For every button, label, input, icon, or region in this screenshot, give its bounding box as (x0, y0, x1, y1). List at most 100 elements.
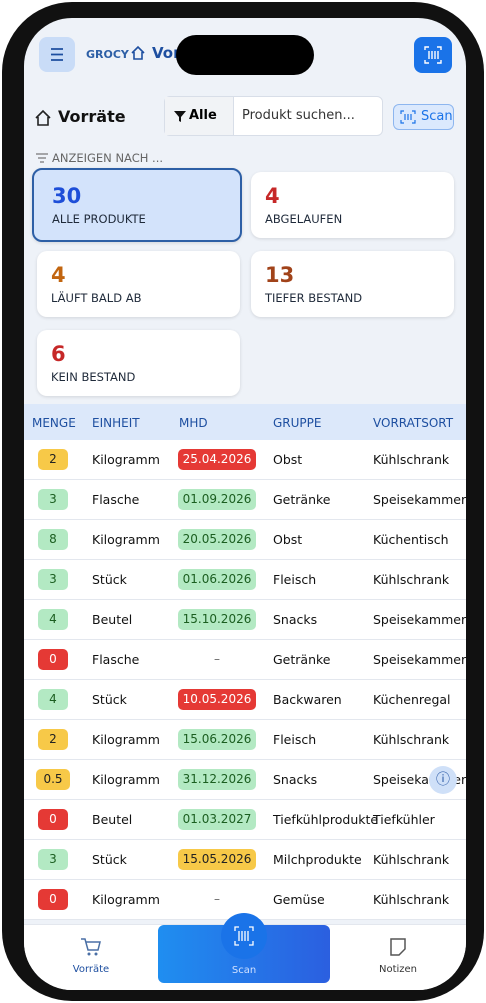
table-row: 3 Flasche 01.09.2026 Getränke Speisekammer (24, 480, 466, 520)
amount-badge: 2 (38, 449, 68, 470)
status-tile[interactable]: 13 TIEFER BESTAND (251, 251, 454, 317)
best-before: 10.05.2026 (178, 689, 256, 710)
table-row: 8 Kilogramm 20.05.2026 Obst Küchentisch (24, 520, 466, 560)
column-header: GRUPPE (273, 416, 322, 430)
table-row: 3 Stück 01.06.2026 Fleisch Kühlschrank (24, 560, 466, 600)
status-tile[interactable]: 6 KEIN BESTAND (37, 330, 240, 396)
unit: Flasche (92, 492, 140, 507)
unit: Kilogramm (92, 532, 160, 547)
unit: Kilogramm (92, 452, 160, 467)
best-before: 01.03.2027 (178, 809, 256, 830)
menu-icon (51, 48, 63, 61)
location: Speisekammer (373, 652, 466, 667)
search-input[interactable]: Produkt suchen... (242, 108, 355, 123)
group: Tiefkühlprodukte (273, 812, 379, 827)
unit: Kilogramm (92, 892, 160, 907)
location: Kühlschrank (373, 572, 450, 587)
tile-label: KEIN BESTAND (51, 370, 136, 384)
tile-label: ABGELAUFEN (265, 212, 343, 226)
barcode-icon (234, 926, 254, 946)
group: Backwaren (273, 692, 342, 707)
tile-label: TIEFER BESTAND (265, 291, 363, 305)
best-before: 20.05.2026 (178, 529, 256, 550)
header-scan-button[interactable] (414, 37, 452, 73)
location: Speisekammer (373, 492, 466, 507)
tile-label: ALLE PRODUKTE (52, 212, 146, 226)
tile-count: 6 (51, 342, 66, 366)
amount-badge: 0 (38, 809, 68, 830)
filter-dropdown[interactable]: Alle (165, 97, 234, 135)
column-header: EINHEIT (92, 416, 140, 430)
group: Getränke (273, 652, 331, 667)
column-header: MHD (179, 416, 208, 430)
amount-badge: 0.5 (36, 769, 70, 790)
table-row: 4 Stück 10.05.2026 Backwaren Küchenregal (24, 680, 466, 720)
unit: Beutel (92, 612, 133, 627)
menu-button[interactable] (39, 37, 75, 72)
tile-count: 4 (265, 184, 280, 208)
table-header: MENGE EINHEIT MHD GRUPPE VORRATSORT (24, 404, 466, 440)
group: Obst (273, 452, 303, 467)
amount-badge: 3 (38, 849, 68, 870)
group: Milchprodukte (273, 852, 362, 867)
table-row: 0 Flasche – Getränke Speisekammer (24, 640, 466, 680)
group: Obst (273, 532, 303, 547)
table-row: 0 Beutel 01.03.2027 Tiefkühlprodukte Tiefküh… (24, 800, 466, 840)
amount-badge: 0 (38, 649, 68, 670)
amount-badge: 3 (38, 489, 68, 510)
amount-badge: 4 (38, 609, 68, 630)
amount-badge: 4 (38, 689, 68, 710)
stock-table: MENGE EINHEIT MHD GRUPPE VORRATSORT 2 Kilogra… (24, 404, 466, 924)
search-group: Alle Produkt suchen... (164, 96, 383, 136)
status-tile[interactable]: 4 ABGELAUFEN (251, 172, 454, 238)
best-before: 15.06.2026 (178, 729, 256, 750)
home-icon (35, 109, 51, 126)
filter-label: ANZEIGEN NACH ... (52, 151, 164, 165)
group: Snacks (273, 772, 318, 787)
best-before: 31.12.2026 (178, 769, 256, 790)
cart-icon (81, 938, 101, 956)
best-before: – (178, 889, 256, 910)
location: Speisekammer (373, 612, 466, 627)
location: Küchentisch (373, 532, 449, 547)
amount-badge: 8 (38, 529, 68, 550)
best-before: 15.05.2026 (178, 849, 256, 870)
group: Snacks (273, 612, 318, 627)
status-tile[interactable]: 30 ALLE PRODUKTE (32, 168, 242, 242)
table-row: 4 Beutel 15.10.2026 Snacks Speisekammer (24, 600, 466, 640)
bottom-nav: Vorräte Scan Notizen (24, 913, 466, 990)
location: Kühlschrank (373, 452, 450, 467)
location: Kühlschrank (373, 892, 450, 907)
location: Tiefkühler (373, 812, 435, 827)
status-tile[interactable]: 4 LÄUFT BALD AB (37, 251, 240, 317)
table-row: 3 Stück 15.05.2026 Milchprodukte Kühlschrank (24, 840, 466, 880)
page-title: Vorräte (58, 107, 126, 126)
home-icon (131, 45, 145, 60)
nav-notes[interactable]: Notizen (378, 964, 418, 975)
table-row: 2 Kilogramm 25.04.2026 Obst Kühlschrank (24, 440, 466, 480)
unit: Stück (92, 572, 127, 587)
tile-count: 4 (51, 263, 66, 287)
tile-count: 30 (52, 184, 82, 208)
best-before: 01.09.2026 (178, 489, 256, 510)
table-row: 2 Kilogramm 15.06.2026 Fleisch Kühlschrank (24, 720, 466, 760)
location: Kühlschrank (373, 732, 450, 747)
scan-button[interactable]: Scan (393, 104, 454, 130)
nav-scan[interactable]: Scan (231, 965, 257, 976)
location: Küchenregal (373, 692, 451, 707)
sort-icon (36, 153, 48, 163)
barcode-icon (400, 110, 416, 124)
unit: Kilogramm (92, 732, 160, 747)
unit: Stück (92, 852, 127, 867)
info-button[interactable]: ⓘ (429, 766, 457, 794)
best-before: 15.10.2026 (178, 609, 256, 630)
column-header: VORRATSORT (373, 416, 454, 430)
amount-badge: 3 (38, 569, 68, 590)
unit: Stück (92, 692, 127, 707)
nav-stock[interactable]: Vorräte (72, 964, 110, 975)
best-before: 25.04.2026 (178, 449, 256, 470)
tile-count: 13 (265, 263, 295, 287)
amount-badge: 0 (38, 889, 68, 910)
